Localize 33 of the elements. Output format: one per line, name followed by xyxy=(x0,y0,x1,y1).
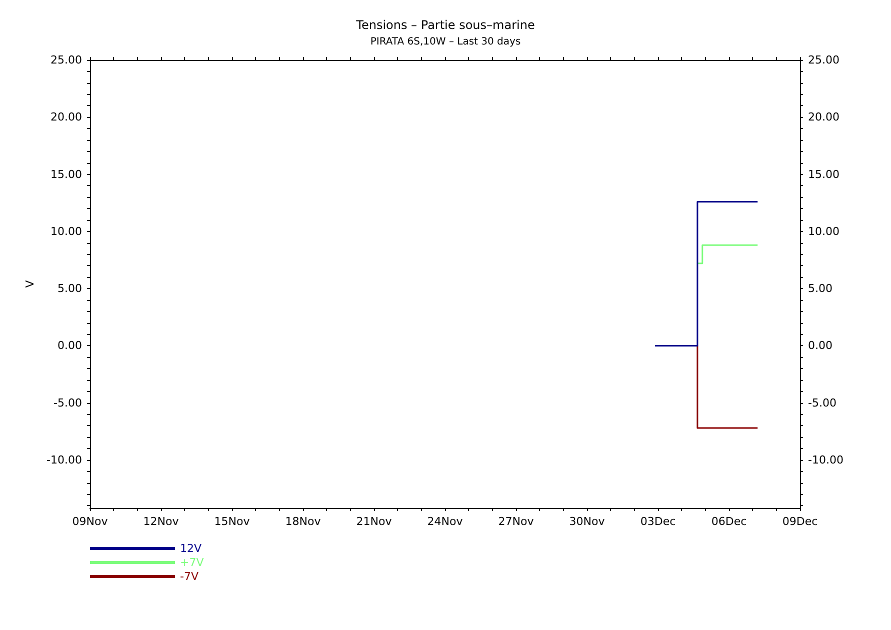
y2-tick-label: 25.00 xyxy=(808,54,840,66)
y-tick-label: 15.00 xyxy=(50,168,82,181)
y-tick-label: 25.00 xyxy=(50,54,82,66)
chart-title: Tensions – Partie sous–marine xyxy=(355,18,535,32)
x-tick-label: 21Nov xyxy=(356,515,392,528)
x-tick-label: 06Dec xyxy=(711,515,747,528)
y-tick-label: -5.00 xyxy=(54,396,82,410)
y2-tick-label: 5.00 xyxy=(808,282,832,296)
y-tick-label: 5.00 xyxy=(58,282,82,296)
y2-tick-label: 15.00 xyxy=(808,168,840,181)
y2-tick-label: 10.00 xyxy=(808,224,840,238)
x-tick-label: 09Nov xyxy=(72,515,108,528)
y-tick-label: 10.00 xyxy=(50,224,82,238)
x-tick-label: 18Nov xyxy=(285,515,322,528)
x-tick-label: 27Nov xyxy=(498,515,534,528)
x-tick-label: 03Dec xyxy=(640,515,676,528)
x-tick-label: 15Nov xyxy=(214,515,250,528)
y2-tick-label: -10.00 xyxy=(808,454,844,466)
y-axis-title: V xyxy=(24,280,37,288)
y2-tick-label: 20.00 xyxy=(808,110,840,124)
y-tick-label: 20.00 xyxy=(50,110,82,124)
text: 12V xyxy=(180,542,202,555)
x-tick-label: 30Nov xyxy=(569,515,606,528)
y2-tick-label: -5.00 xyxy=(808,396,836,410)
y-tick-label: -10.00 xyxy=(46,454,82,466)
text: +7V xyxy=(180,556,204,569)
x-tick-label: 09Dec xyxy=(782,515,818,528)
y2-tick-label: 0.00 xyxy=(808,339,832,352)
x-tick-label: 12Nov xyxy=(143,515,180,528)
text: -7V xyxy=(180,570,199,583)
chart-subtitle: PIRATA 6S,10W – Last 30 days xyxy=(370,36,521,48)
y-tick-label: 0.00 xyxy=(58,339,82,352)
x-tick-label: 24Nov xyxy=(427,515,464,528)
